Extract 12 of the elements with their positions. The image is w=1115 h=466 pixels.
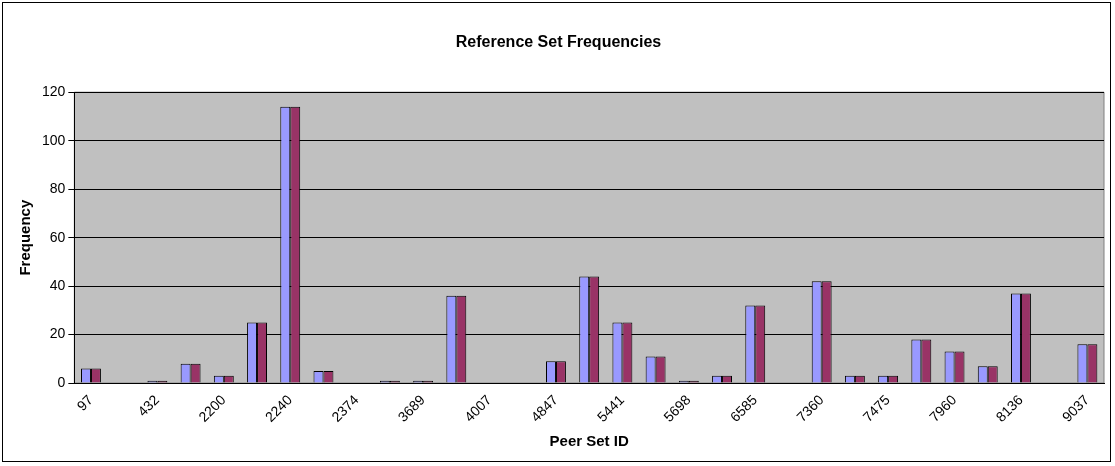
y-tick-label: 120 — [42, 83, 66, 100]
y-tick-label: 100 — [42, 131, 66, 148]
y-tick-label: 0 — [57, 373, 66, 390]
x-tick-label: 97 — [73, 391, 96, 414]
y-tick-label: 80 — [49, 180, 66, 197]
x-tick-label: 432 — [134, 391, 163, 420]
x-axis-title: Peer Set ID — [549, 432, 629, 450]
y-axis-title: Frequency — [16, 199, 34, 276]
y-tick-label: 60 — [49, 228, 66, 245]
y-tick-label: 20 — [49, 325, 66, 342]
y-tick-label: 40 — [49, 276, 66, 293]
chart-title: Reference Set Frequencies — [455, 33, 662, 51]
